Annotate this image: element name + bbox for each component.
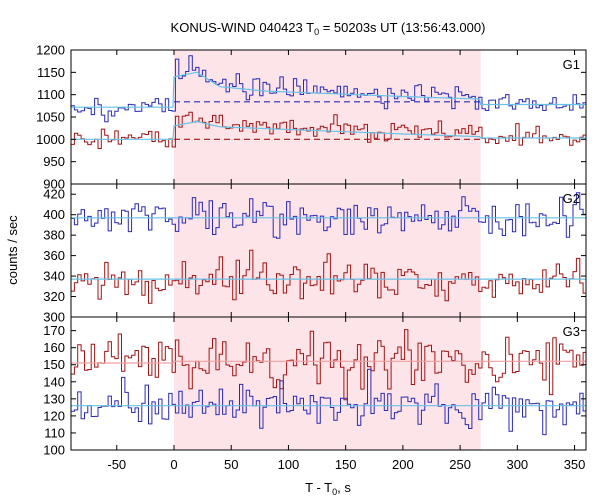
x-axis-label: T - T0, s [305, 480, 351, 497]
panel-label-g2: G2 [563, 191, 580, 206]
y-tick-label: 170 [43, 323, 65, 338]
light-curve-blue-g2 [71, 192, 586, 239]
y-tick-label: 120 [43, 408, 65, 423]
y-tick-label: 100 [43, 443, 65, 458]
chart-title-suffix: = 50203s UT (13:56:43.000) [319, 20, 485, 35]
x-tick-label: 150 [335, 457, 357, 472]
x-tick-label: 200 [392, 457, 414, 472]
y-tick-label: 360 [43, 248, 65, 263]
chart-title-subscript: 0 [314, 27, 319, 37]
y-tick-label: 1200 [36, 43, 65, 58]
x-axis-label-prefix: T - T [305, 480, 332, 495]
x-tick-label: -50 [107, 457, 126, 472]
y-tick-label: 420 [43, 187, 65, 202]
y-tick-label: 130 [43, 391, 65, 406]
x-axis-label-suffix: , s [337, 480, 351, 495]
light-curve-blue-g3 [71, 368, 586, 436]
x-tick-label: 50 [224, 457, 238, 472]
y-tick-label: 140 [43, 374, 65, 389]
background-fit-red-g1 [71, 120, 586, 140]
light-curve-red-g3 [71, 329, 586, 401]
x-tick-label: 350 [564, 457, 586, 472]
y-tick-label: 340 [43, 269, 65, 284]
burst-interval-band [174, 317, 481, 450]
light-curve-blue-g1 [71, 55, 586, 123]
y-tick-label: 1100 [37, 87, 65, 102]
panel-g3: 100 110 120 130 140 150 160 170 G3 [43, 316, 587, 458]
chart-title: KONUS-WIND 040423 T0 = 50203s UT (13:56:… [171, 20, 486, 37]
y-tick-label: 150 [43, 357, 65, 372]
panel-g1: 900 950 1000 1050 1100 1150 1200 G1 [36, 43, 587, 192]
burst-interval-band [174, 184, 481, 317]
plot-area: 90095010001050110011501200G1300320340360… [36, 43, 587, 472]
y-tick-label: 1150 [37, 65, 65, 80]
y-tick-label: 110 [44, 425, 65, 440]
background-fit-red-g3 [71, 360, 586, 364]
x-tick-label: 300 [506, 457, 528, 472]
y-tick-label: 1000 [36, 132, 65, 147]
y-axis-label: counts / sec [5, 215, 20, 285]
burst-interval-band [174, 50, 481, 184]
y-tick-label: 160 [43, 340, 65, 355]
y-tick-label: 400 [43, 207, 65, 222]
y-tick-label: 950 [43, 154, 65, 169]
x-tick-label: 0 [170, 457, 177, 472]
x-axis-label-subscript: 0 [332, 487, 337, 497]
panel-g2: 300 320 340 360 380 400 420 G2 [43, 183, 587, 325]
y-tick-label: 900 [43, 177, 65, 192]
light-curve-red-g2 [71, 249, 586, 304]
panel-label-g3: G3 [563, 324, 580, 339]
x-tick-label: 250 [449, 457, 471, 472]
y-tick-label: 300 [43, 310, 65, 325]
panel-label-g1: G1 [563, 57, 580, 72]
y-tick-label: 320 [43, 289, 65, 304]
y-tick-label: 1050 [36, 110, 65, 125]
panel-frame [70, 316, 587, 451]
x-tick-label: 100 [278, 457, 300, 472]
y-tick-label: 380 [43, 228, 65, 243]
background-fit-blue-g1 [71, 71, 586, 108]
light-curve-red-g1 [71, 111, 586, 149]
chart-title-prefix: KONUS-WIND 040423 T [171, 20, 315, 35]
